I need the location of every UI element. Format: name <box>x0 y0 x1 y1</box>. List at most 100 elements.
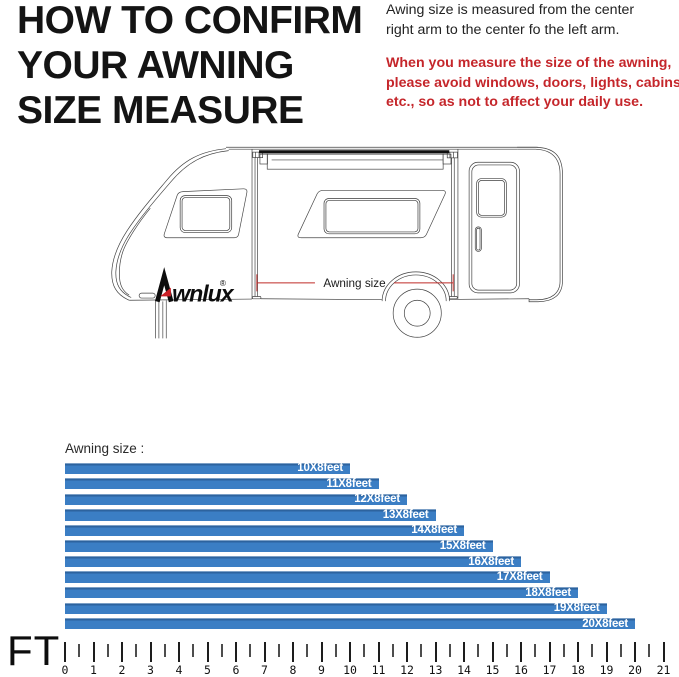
ruler-major-tick <box>121 642 123 662</box>
trailer-diagram: Awning size wnlux ® <box>111 146 563 339</box>
ruler-minor-tick <box>477 643 480 657</box>
bar-label: 10X8feet <box>297 462 343 475</box>
ruler-minor-tick <box>78 643 81 657</box>
wheel <box>381 271 450 338</box>
info-text: Awing size is measured from the center r… <box>386 1 634 40</box>
ruler-major-tick <box>178 642 180 662</box>
middle-window <box>297 189 446 239</box>
ruler-minor-tick <box>192 643 195 657</box>
dimension-line <box>256 274 454 292</box>
ruler-tick-label: 13 <box>428 663 443 677</box>
ruler-major-tick <box>605 642 608 662</box>
bar-label: 11X8feet <box>326 477 372 490</box>
ruler-tick-label: 11 <box>371 663 386 677</box>
ruler-major-tick <box>434 642 437 662</box>
front-window <box>163 188 248 239</box>
ruler-minor-tick <box>135 643 138 657</box>
bar: 19X8feet <box>65 602 607 614</box>
chart-title: Awning size : <box>65 441 145 456</box>
ruler-tick-label: 20 <box>628 663 642 677</box>
ruler-major-tick <box>149 642 152 662</box>
ruler-tick-label: 6 <box>232 663 240 677</box>
ruler-minor-tick <box>277 643 280 657</box>
bar: 11X8feet <box>65 477 379 490</box>
warning-line-2: please avoid windows, doors, lights, cab… <box>386 74 679 91</box>
ruler-minor-tick <box>420 643 423 657</box>
title-line-3: SIZE MEASURE <box>17 89 304 132</box>
ruler-tick-label: 7 <box>261 663 268 677</box>
ruler-tick-label: 10 <box>343 663 357 677</box>
dimension-label: Awning size <box>323 277 385 290</box>
ruler-minor-tick <box>391 643 394 657</box>
ruler-major-tick <box>349 642 351 662</box>
bar-label: 17X8feet <box>496 571 543 584</box>
awnlux-logo-icon <box>155 267 174 303</box>
bar-label: 12X8feet <box>354 493 400 506</box>
bar: 14X8feet <box>65 524 464 536</box>
ruler-tick-label: 12 <box>400 663 414 677</box>
ruler-major-tick <box>263 642 266 662</box>
bar-label: 15X8feet <box>439 540 486 552</box>
bar: 18X8feet <box>65 586 578 599</box>
bar-label: 13X8feet <box>382 508 429 521</box>
ruler-minor-tick <box>505 643 508 657</box>
ruler-tick-label: 19 <box>599 663 614 677</box>
ruler-tick-label: 17 <box>542 663 557 677</box>
ruler-minor-tick <box>306 643 309 657</box>
awnlux-logo-red-swoosh <box>160 287 171 297</box>
ruler-minor-tick <box>163 643 166 657</box>
ruler-tick-label: 14 <box>457 663 471 677</box>
door-window <box>476 178 507 218</box>
warning-line-3: etc., so as not to affect your daily use… <box>386 94 644 110</box>
bar: 16X8feet <box>65 556 521 568</box>
brand-text: wnlux <box>172 281 235 307</box>
ruler-tick-label: 8 <box>289 663 297 677</box>
title-line-1: HOW TO CONFIRM <box>17 0 363 42</box>
ruler-major-tick <box>491 642 494 662</box>
bar-label: 20X8feet <box>582 617 628 630</box>
ruler-minor-tick <box>220 643 223 657</box>
hitch <box>138 292 167 339</box>
ruler-minor-tick <box>106 643 109 657</box>
ruler-major-tick <box>377 642 380 662</box>
ruler-major-tick <box>662 642 665 662</box>
ruler-major-tick <box>292 642 294 662</box>
ruler-major-tick <box>320 642 323 662</box>
door <box>468 161 520 294</box>
page-title: HOW TO CONFIRM YOUR AWNING SIZE MEASURE <box>17 0 363 133</box>
info-line-1: Awing size is measured from the center <box>386 2 635 18</box>
ruler-tick-label: 5 <box>204 663 211 677</box>
awning-arm-rear <box>446 151 458 300</box>
bar: 20X8feet <box>65 617 635 630</box>
ruler-minor-tick <box>648 643 651 657</box>
ruler-unit-label: FT <box>7 627 61 674</box>
ruler-major-tick <box>634 642 636 662</box>
bar: 15X8feet <box>65 540 493 552</box>
ruler-tick-label: 15 <box>485 663 500 677</box>
ruler-major-tick <box>206 642 209 662</box>
ruler-major-tick <box>577 642 579 662</box>
ruler-minor-tick <box>619 643 622 657</box>
ruler-tick-label: 9 <box>318 663 325 677</box>
ruler-major-tick <box>406 642 408 662</box>
bar: 17X8feet <box>65 571 550 584</box>
bar: 13X8feet <box>65 508 436 521</box>
trailer-rear <box>517 146 563 303</box>
ruler-major-tick <box>92 642 95 662</box>
ruler-tick-label: 18 <box>571 663 585 677</box>
ruler-major-tick <box>463 642 465 662</box>
ruler-major-tick <box>548 642 551 662</box>
ruler-minor-tick <box>363 643 366 657</box>
title-line-2: YOUR AWNING <box>17 44 294 87</box>
trailer-bottom <box>129 298 252 301</box>
awnlux-logo: wnlux ® <box>155 267 236 307</box>
warning-line-1: When you measure the size of the awning, <box>386 55 672 71</box>
ruler-tick-label: 4 <box>175 663 183 677</box>
warning-text: When you measure the size of the awning,… <box>386 54 679 113</box>
bar-label: 18X8feet <box>525 586 571 599</box>
registered-mark: ® <box>220 279 226 288</box>
info-line-2: right arm to the center fo the left arm. <box>386 21 620 38</box>
ruler-major-tick <box>235 642 237 662</box>
ruler-minor-tick <box>249 643 252 657</box>
trailer-nose-outline <box>111 148 227 301</box>
